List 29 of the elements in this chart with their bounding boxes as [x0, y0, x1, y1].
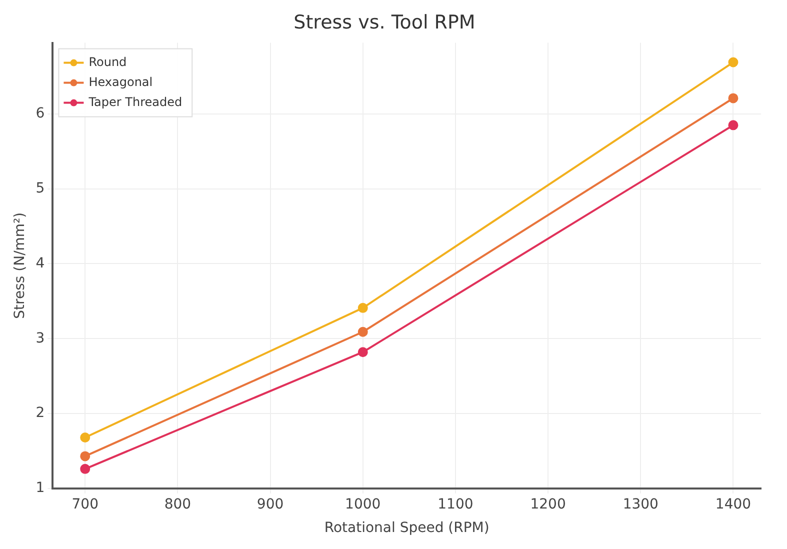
legend-label: Taper Threaded: [88, 94, 182, 109]
x-tick-label: 700: [72, 496, 98, 512]
y-axis-title: Stress (N/mm²): [12, 212, 28, 319]
x-tick-label: 800: [164, 496, 192, 512]
point: [728, 120, 738, 130]
y-tick-label: 4: [36, 255, 45, 272]
point: [80, 432, 90, 442]
x-tick-label: 1000: [345, 496, 381, 512]
point: [358, 326, 368, 337]
point: [80, 451, 90, 462]
x-tick-label: 1100: [438, 496, 474, 512]
y-tick-label: 2: [36, 405, 45, 422]
point: [728, 93, 738, 104]
point: [728, 57, 738, 68]
x-axis-title: Rotational Speed (RPM): [324, 520, 490, 536]
y-tick-label: 5: [36, 180, 45, 196]
x-tick-label: 1200: [530, 496, 566, 512]
x-tick-label: 900: [256, 496, 284, 512]
point: [80, 464, 90, 474]
y-tick-label: 1: [36, 480, 45, 496]
legend-label: Round: [88, 54, 127, 69]
x-tick-label: 1300: [622, 496, 658, 512]
point: [358, 302, 368, 313]
point: [358, 347, 368, 358]
y-tick-label: 3: [36, 330, 45, 346]
legend-label: Hexagonal: [88, 74, 153, 89]
chart-title: Stress vs. Tool RPM: [294, 11, 476, 34]
x-tick-label: 1400: [715, 496, 752, 512]
y-tick-label: 6: [36, 106, 45, 122]
